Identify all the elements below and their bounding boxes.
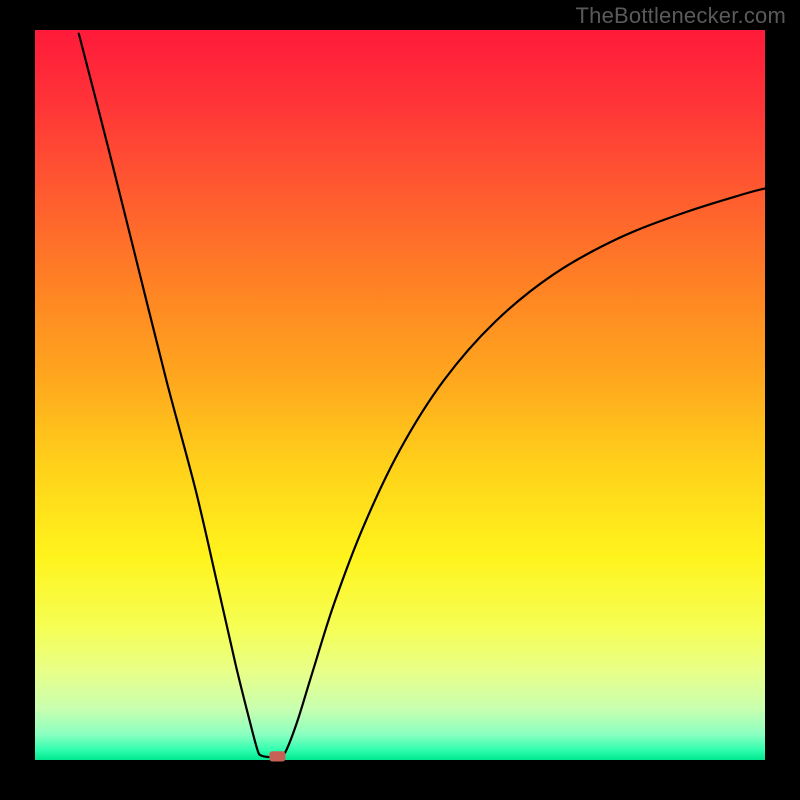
chart-frame: TheBottlenecker.com bbox=[0, 0, 800, 800]
watermark-text: TheBottlenecker.com bbox=[576, 3, 786, 29]
chart-gradient-bg bbox=[35, 30, 765, 760]
optimal-point-marker bbox=[269, 751, 285, 761]
bottleneck-chart bbox=[0, 0, 800, 800]
